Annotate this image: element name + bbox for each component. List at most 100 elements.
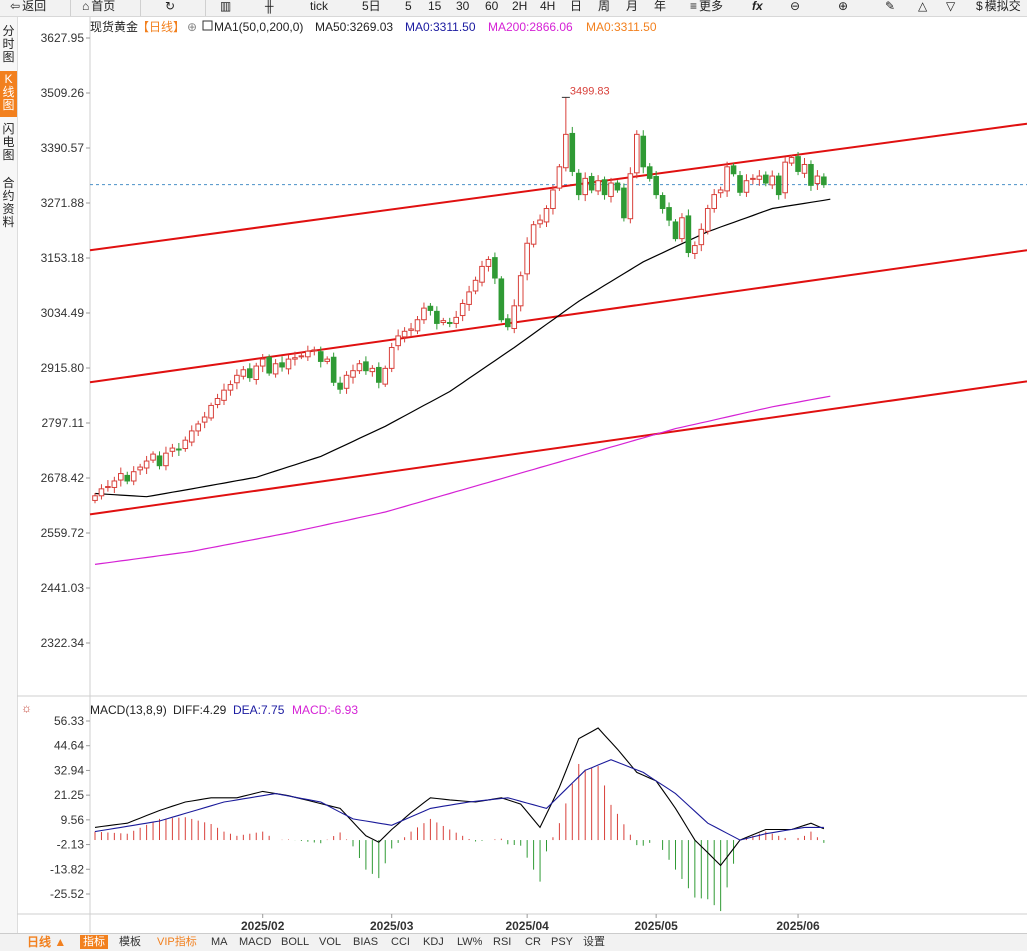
bottom-tab-14[interactable]: PSY: [551, 936, 574, 948]
shape-button[interactable]: △: [918, 0, 927, 16]
candle-body: [524, 242, 530, 275]
candle-body: [343, 374, 350, 389]
bottom-tab-1[interactable]: 指标: [80, 935, 108, 949]
macd-title: MACD(13,8,9): [90, 703, 167, 717]
time-tick-label: 2025/02: [241, 919, 285, 933]
candle-body: [137, 466, 143, 471]
bottom-tab-2[interactable]: 模板: [119, 936, 141, 948]
price-tick-label: 2678.42: [41, 471, 85, 485]
dropdown-button[interactable]: ▽: [946, 0, 955, 16]
candle-body: [414, 319, 421, 332]
candlestick-icon: ╫: [265, 0, 274, 13]
kline-chart[interactable]: 3627.95 3509.26 3390.57 3271.88 3153.18 3034.…: [17, 17, 1027, 933]
toolbar-divider: [140, 0, 141, 16]
period-月[interactable]: 月: [626, 0, 639, 13]
side-tab-3[interactable]: 合约资料: [2, 176, 15, 229]
period-15[interactable]: 15: [428, 0, 442, 13]
candle-body: [608, 182, 614, 197]
bottom-tab-7[interactable]: VOL: [319, 936, 342, 948]
formula-button[interactable]: fx: [752, 0, 763, 13]
candle-body: [795, 156, 801, 172]
period-周[interactable]: 周: [598, 0, 611, 13]
candle-style-button[interactable]: ╫: [265, 0, 274, 16]
pen-icon: ✎: [885, 0, 896, 13]
side-tabs: 分时图 K线图闪电图合约资料: [0, 17, 18, 933]
side-tab-1[interactable]: K线图: [0, 71, 17, 117]
candle-body: [479, 265, 485, 283]
draw-pen-button[interactable]: ✎: [885, 0, 895, 16]
ma200-value: MA200:2866.06: [488, 20, 573, 34]
candle-body: [92, 495, 98, 501]
period-4H[interactable]: 4H: [540, 0, 556, 13]
period-60[interactable]: 60: [485, 0, 499, 13]
bottom-tab-4[interactable]: MA: [211, 936, 228, 948]
refresh-button[interactable]: ↻: [165, 0, 175, 16]
candle-body: [756, 175, 763, 180]
candle-body: [646, 166, 653, 179]
candle-body: [653, 176, 659, 196]
macd-settings-icon: ☼: [21, 701, 32, 715]
ma0-value-2: MA0:3311.50: [586, 20, 657, 34]
period-2H[interactable]: 2H: [512, 0, 528, 13]
bottom-tab-15[interactable]: 设置: [583, 936, 605, 948]
time-tick-label: 2025/05: [634, 919, 678, 933]
candle-body: [698, 228, 705, 246]
macd-tick-label: 9.56: [61, 813, 85, 827]
home-button[interactable]: ⌂ 首页: [82, 0, 116, 13]
candle-body: [679, 217, 685, 240]
candle-body: [627, 173, 634, 220]
tick-button[interactable]: tick: [310, 0, 328, 13]
home-icon: ⌂: [82, 0, 90, 13]
period-年[interactable]: 年: [654, 0, 667, 13]
candle-body: [601, 179, 608, 196]
bottom-tab-13[interactable]: CR: [525, 936, 541, 948]
candle-body: [227, 384, 234, 391]
period-5日[interactable]: 5日: [362, 0, 381, 13]
toolbar-divider: [205, 0, 206, 16]
bottom-tab-10[interactable]: KDJ: [423, 936, 444, 948]
period-日[interactable]: 日: [570, 0, 583, 13]
bottom-tab-11[interactable]: LW%: [457, 936, 483, 948]
side-tab-2[interactable]: 闪电图: [2, 122, 15, 162]
candle-body: [575, 172, 582, 196]
kline-style-button[interactable]: ▥: [220, 0, 231, 16]
bottom-tab-12[interactable]: RSI: [493, 936, 512, 948]
candle-body: [221, 389, 227, 401]
candle-body: [317, 351, 324, 362]
price-tick-label: 3271.88: [41, 196, 85, 210]
back-button[interactable]: ⇦ 返回: [10, 0, 47, 13]
candle-body: [195, 423, 201, 432]
zoom-in-button[interactable]: ⊕: [838, 0, 848, 16]
bottom-tab-0[interactable]: 日线 ▲: [27, 935, 67, 949]
ma-indicator-name: MA1(50,0,200,0): [214, 20, 303, 34]
candle-body: [440, 320, 447, 323]
more-button[interactable]: ≡ 更多: [690, 0, 724, 13]
candle-body: [769, 175, 776, 186]
candle-body: [247, 368, 253, 379]
bottom-tab-5[interactable]: MACD: [239, 936, 272, 948]
side-tab-0[interactable]: 分时图: [2, 24, 15, 64]
dollar-icon: $: [976, 0, 983, 13]
candle-body: [376, 366, 382, 383]
bottom-tab-6[interactable]: BOLL: [281, 936, 310, 948]
time-tick-label: 2025/06: [776, 919, 820, 933]
toolbar-divider: [70, 0, 71, 16]
candle-body: [485, 258, 492, 267]
bar-chart-icon: ▥: [220, 0, 232, 13]
indicator-box-icon: [202, 20, 213, 31]
candle-body: [582, 177, 589, 196]
bottom-tab-3[interactable]: VIP指标: [157, 936, 197, 948]
sim-trade-button[interactable]: $ 模拟交: [976, 0, 1021, 13]
zoom-out-button[interactable]: ⊖: [790, 0, 800, 16]
bottom-tab-8[interactable]: BIAS: [353, 936, 379, 948]
candle-body: [395, 335, 401, 347]
candle-body: [466, 291, 472, 305]
period-5[interactable]: 5: [405, 0, 412, 13]
settings-icon: ⊕: [187, 20, 197, 34]
macd-tick-label: 21.25: [54, 788, 84, 802]
triangle-icon: △: [918, 0, 928, 13]
period-30[interactable]: 30: [456, 0, 470, 13]
candle-body: [182, 439, 189, 450]
bottom-tab-9[interactable]: CCI: [391, 936, 410, 948]
candle-body: [305, 350, 311, 358]
